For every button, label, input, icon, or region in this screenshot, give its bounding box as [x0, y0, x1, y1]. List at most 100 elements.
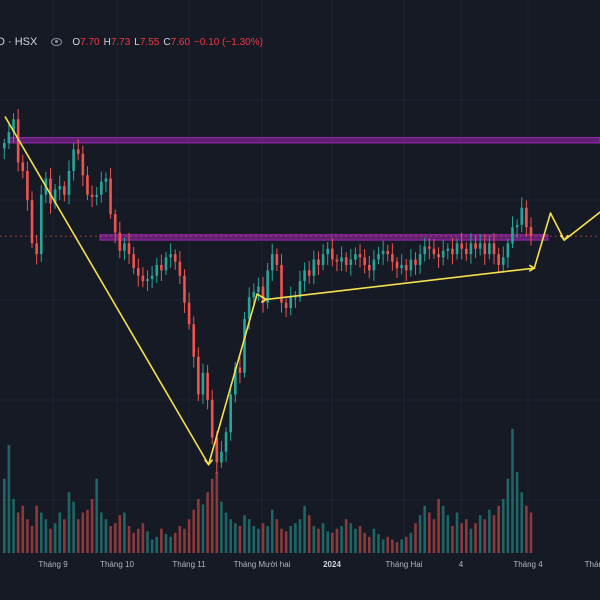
candle-body: [460, 243, 463, 249]
volume-bar: [146, 531, 149, 553]
candle-body: [280, 264, 283, 303]
volume-bar: [192, 509, 196, 553]
candle-body: [474, 243, 477, 249]
volume-bar: [67, 492, 71, 553]
volume-bar: [127, 526, 131, 553]
candle-body: [109, 178, 112, 215]
price-chart[interactable]: [0, 0, 600, 553]
volume-bar: [215, 472, 219, 553]
time-axis-label: Tháng 4: [513, 560, 543, 569]
candle-body: [386, 250, 390, 255]
candle-body: [21, 162, 25, 172]
candle-body: [409, 259, 413, 271]
candle-body: [132, 254, 135, 269]
candle-body: [354, 254, 357, 260]
trendline-segment: [549, 212, 566, 241]
candle-body: [446, 248, 450, 251]
volume-bar: [511, 428, 514, 553]
time-axis-label: Tháng: [584, 560, 600, 569]
volume-bars: [3, 428, 533, 553]
candle-body: [155, 264, 159, 276]
candle-body: [76, 149, 80, 154]
candle-body: [234, 367, 237, 395]
candle-body: [418, 254, 422, 265]
volume-bar: [372, 528, 376, 553]
candle-body: [123, 243, 126, 251]
candle-body: [423, 246, 427, 255]
candle-body: [164, 257, 168, 271]
low-value: 7.55: [139, 36, 160, 48]
volume-bar: [465, 519, 468, 553]
volume-bar: [270, 509, 274, 553]
time-axis[interactable]: Tháng 9 Tháng 10 Tháng 11 Tháng Mười hai…: [0, 553, 600, 600]
candle-body: [215, 437, 219, 463]
time-axis-label: Tháng Hai: [385, 560, 423, 569]
volume-bar: [53, 523, 57, 553]
high-key: H: [103, 36, 111, 48]
volume-bar: [136, 528, 140, 553]
volume-bar: [220, 501, 223, 553]
candle-body: [488, 243, 491, 255]
candle-body: [229, 394, 232, 433]
candle-body: [201, 372, 205, 395]
candle-body: [284, 302, 288, 309]
candle-body: [146, 278, 149, 282]
candle-body: [358, 254, 362, 258]
close-key: C: [163, 36, 171, 48]
candle-body: [395, 261, 399, 269]
volume-bar: [150, 539, 154, 553]
candle-body: [511, 227, 514, 244]
volume-bar: [423, 505, 427, 553]
volume-bar: [16, 512, 20, 553]
candle-body: [39, 194, 43, 255]
candle-body: [104, 178, 108, 182]
volume-bar: [113, 523, 117, 553]
candle-body: [363, 257, 366, 265]
candle-body: [63, 186, 66, 195]
trendline-segment: [533, 212, 552, 269]
candle-body: [81, 153, 85, 176]
volume-bar: [238, 526, 242, 553]
volume-bar: [160, 528, 163, 553]
candle-body: [252, 291, 256, 298]
time-axis-label: 2024: [323, 560, 341, 569]
candle-body: [197, 356, 200, 395]
volume-bar: [335, 528, 339, 553]
candle-body: [432, 248, 436, 255]
volume-bar: [49, 528, 52, 553]
trendline-arrow: [559, 234, 569, 242]
trendline-arrow: [203, 459, 214, 466]
volume-bar: [3, 478, 6, 553]
candle-body: [298, 281, 302, 298]
volume-bar: [381, 539, 385, 553]
volume-bar: [349, 523, 353, 553]
eye-icon[interactable]: [51, 38, 63, 46]
volume-bar: [497, 505, 500, 553]
volume-bar: [418, 515, 422, 553]
volume-bar: [331, 532, 334, 553]
trendline-arrow: [260, 295, 268, 304]
candle-body: [529, 227, 533, 236]
candle-body: [35, 243, 38, 255]
volume-bar: [441, 505, 445, 553]
volume-bar: [280, 528, 283, 553]
volume-bar: [326, 531, 329, 553]
volume-bar: [294, 523, 297, 553]
candle-body: [100, 181, 103, 195]
volume-bar: [169, 536, 172, 553]
volume-bar: [252, 526, 256, 553]
time-axis-label: Tháng 10: [100, 560, 134, 569]
candle-body: [187, 302, 191, 325]
candle-body: [331, 248, 334, 260]
trendline-segment: [265, 267, 536, 301]
high-value: 7.73: [110, 36, 131, 48]
volume-bar: [100, 512, 103, 553]
candle-body: [525, 207, 528, 228]
volume-bar: [26, 519, 29, 553]
volume-bar: [275, 519, 279, 553]
resistance-zone: [7, 137, 600, 144]
volume-bar: [30, 526, 34, 553]
volume-bar: [354, 528, 357, 553]
volume-bar: [224, 512, 228, 553]
volume-bar: [183, 528, 186, 553]
